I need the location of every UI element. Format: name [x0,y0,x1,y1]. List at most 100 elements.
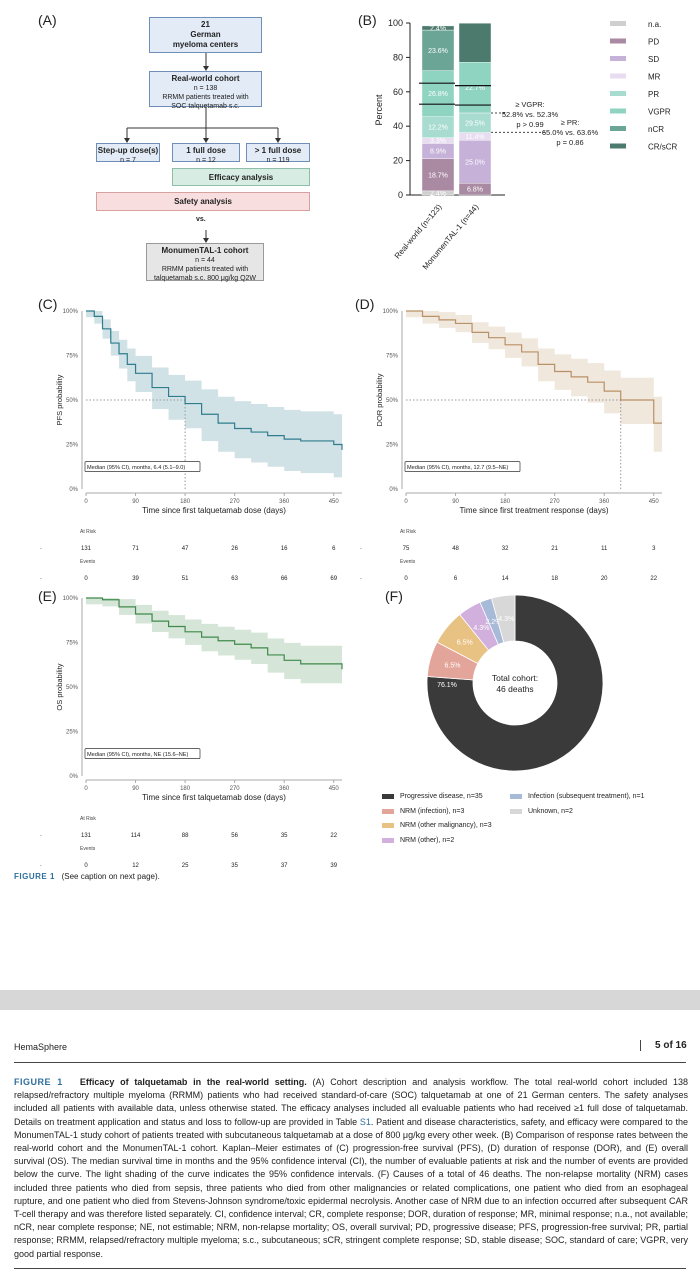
km-x-tick-label: 90 [452,499,459,505]
b-y-axis-title: Percent [374,94,384,126]
caption-table-link[interactable]: S1 [359,1116,371,1127]
b-bar-label: 23.6% [428,48,448,55]
b-bar-label: 8.9% [430,149,446,156]
legend-swatch-pd [382,793,394,799]
flow-centers-box: 21 German myeloma centers [149,17,262,53]
figure-caption: FIGURE 1 Efficacy of talquetamab in the … [14,1076,688,1261]
km-x-axis-title: Time since first treatment response (day… [459,506,608,515]
b-legend-label: nCR [648,125,664,134]
flow-monumental-title: MonumenTAL-1 cohort [161,246,249,255]
km-at-risk-value: 114 [131,833,141,839]
km-at-risk-value: 21 [551,546,558,552]
flow-realworld-l1: RRMM patients treated with [162,94,249,101]
donut-slice-label: 6.5% [445,663,461,670]
b-vgpr-ann-1: ≥ VGPR: [515,100,545,109]
figure-note-label: FIGURE 1 [14,872,55,881]
b-bar-segment [421,70,455,117]
donut-center-line1: Total cohort: [492,673,538,683]
flow-realworld-n: n = 138 [193,85,218,92]
b-legend-swatch [610,73,626,79]
km-y-tick-label: 75% [66,354,79,360]
km-events-value: 12 [132,863,139,867]
km-at-risk-value: 16 [281,546,288,552]
b-legend-label: CR/sCR [648,143,678,152]
flow-monumental-box: MonumenTAL-1 cohort n = 44 RRMM patients… [146,243,264,282]
km-x-tick-label: 270 [550,499,561,505]
b-bar-segment [458,140,492,184]
b-y-tick-label: 80 [393,52,403,62]
b-y-tick-label: 40 [393,121,403,131]
legend-swatch-nrm-infection [382,808,394,814]
b-bar-label: 29.5% [465,120,485,127]
km-events-value: 14 [502,576,509,580]
panel-e-chart: 0% 25% 50% 75% 100% 0 90 180 270 360 450 Time since… [40,596,343,867]
km-x-tick-label: 180 [180,786,191,792]
panel-label-c: (C) [38,296,58,312]
b-bar-label: 2.4% [430,190,446,197]
flow-safety-box: Safety analysis [96,192,310,211]
legend-f-0-label: Progressive disease, n=35 [400,793,483,800]
km-risk-label: At Risk [80,529,96,535]
km-y-tick-label: 50% [66,398,79,404]
legend-f-5-label: Unknown, n=2 [528,808,573,815]
km-events-value: 37 [281,863,288,867]
caption-p1: (A) Cohort description and analysis work… [14,1077,688,1127]
caption-title: Efficacy of talquetamab in the real-worl… [79,1077,307,1087]
km-events-dash: - [40,576,42,580]
km-events-value: 0 [84,863,88,867]
km-x-axis-title: Time since first talquetamab dose (days) [142,793,286,802]
km-at-risk-value: 6 [332,546,336,552]
donut-slice [490,594,516,644]
b-y-tick-label: 20 [393,156,403,166]
panel-label-f: (F) [385,588,403,604]
b-bar-segment [421,29,455,71]
b-pr-ann-1: ≥ PR: [561,118,580,127]
b-bar-segment [421,25,455,31]
flow-vs: vs. [196,216,206,223]
km-y-tick-label: 50% [386,398,399,404]
km-events-value: 25 [182,863,189,867]
page-number: 5 of 16 [640,1040,687,1051]
km-median-text: Median (95% CI), months, 12.7 (9.5–NE) [407,465,508,471]
legend-f-4: Infection (subsequent treatment), n=1 [510,793,645,800]
km-events-value: 51 [182,576,189,580]
km-x-tick-label: 450 [329,786,340,792]
legend-f-1-label: NRM (infection), n=3 [400,808,465,815]
km-y-axis-title: OS probability [55,663,64,710]
km-y-tick-label: 0% [389,487,398,493]
flow-realworld-l2: SOC talquetamab s.c. [171,103,240,110]
km-events-dash: - [40,863,42,867]
km-survival-curve [406,310,662,424]
b-legend-label: PR [648,90,659,99]
km-x-tick-label: 0 [404,499,408,505]
km-ci-band [86,311,342,484]
flow-centers-n: 21 [201,20,210,29]
flow-onedose-title: 1 full dose [186,146,226,155]
b-bar-label: 3.3% [430,138,446,145]
b-bar-label: 25.0% [465,159,485,166]
km-x-axis-title: Time since first talquetamab dose (days) [142,506,286,515]
b-bar-label: 22.7% [465,85,485,92]
km-events-value: 20 [601,576,608,580]
km-x-tick-label: 180 [180,499,191,505]
km-at-risk-value: 131 [81,546,92,552]
km-at-risk-value: 56 [231,833,238,839]
b-legend-swatch [610,126,626,131]
km-events-value: 0 [404,576,408,580]
flow-efficacy-box: Efficacy analysis [172,168,310,186]
km-y-tick-label: 100% [383,309,399,315]
km-y-axis-title: DOR probability [375,373,384,426]
km-risk-label: At Risk [400,529,416,535]
panel-c-chart: 0% 25% 50% 75% 100% 0 90 180 270 360 450 Time since… [40,309,343,580]
flowchart-connectors [124,52,281,243]
b-legend-swatch [610,21,626,26]
donut-slice-label: 6.5% [457,639,473,646]
km-y-axis-title: PFS probability [55,374,64,425]
b-legend-label: SD [648,55,659,64]
km-median-box [84,461,201,472]
km-at-risk-value: 88 [182,833,189,839]
caption-label: FIGURE 1 [14,1077,63,1087]
km-x-tick-label: 360 [279,499,290,505]
legend-f-2-label: NRM (other malignancy), n=3 [400,822,492,829]
km-risk-dash: - [360,546,362,552]
